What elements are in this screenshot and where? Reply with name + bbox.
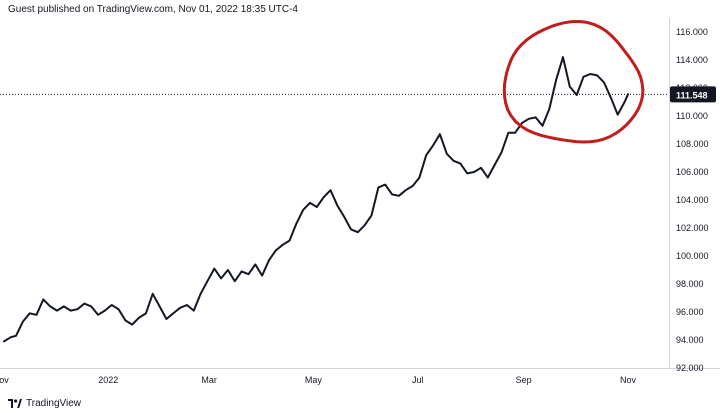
- y-tick-label: 94.000: [676, 335, 704, 345]
- y-tick-label: 100.000: [676, 251, 709, 261]
- y-tick-label: 104.000: [676, 195, 709, 205]
- y-tick-label: 96.000: [676, 307, 704, 317]
- y-tick-label: 108.000: [676, 139, 709, 149]
- x-tick-label: Sep: [516, 375, 532, 385]
- y-tick-label: 98.000: [676, 279, 704, 289]
- x-tick-label: ov: [0, 375, 9, 385]
- annotation-circle[interactable]: [502, 20, 645, 144]
- y-tick-label: 114.000: [676, 55, 708, 65]
- x-tick-label: Nov: [620, 375, 637, 385]
- publish-info: Guest published on TradingView.com, Nov …: [8, 4, 298, 15]
- tradingview-logo-icon: [8, 397, 22, 409]
- price-series-line[interactable]: [3, 56, 629, 343]
- y-tick-label: 102.000: [676, 223, 709, 233]
- last-price-badge: [670, 86, 716, 103]
- last-price-label: 111.548: [676, 90, 708, 100]
- footer-brand-label: TradingView: [26, 397, 82, 409]
- x-tick-label: Jul: [412, 375, 424, 385]
- y-tick-label: 116.000: [676, 27, 708, 37]
- x-tick-label: May: [305, 375, 323, 385]
- price-axis[interactable]: 94.000 96.000 98.000 100.000 102.000 104.000 1…: [676, 27, 709, 373]
- y-tick-label: 92.000: [676, 363, 704, 373]
- y-tick-label: 106.000: [676, 167, 709, 177]
- x-tick-label: 2022: [98, 375, 118, 385]
- time-axis[interactable]: ov 2022 Mar May Jul Sep Nov: [0, 375, 636, 385]
- footer-brand[interactable]: TradingView: [8, 396, 81, 410]
- x-tick-label: Mar: [201, 375, 217, 385]
- y-tick-label: 110.000: [676, 111, 708, 121]
